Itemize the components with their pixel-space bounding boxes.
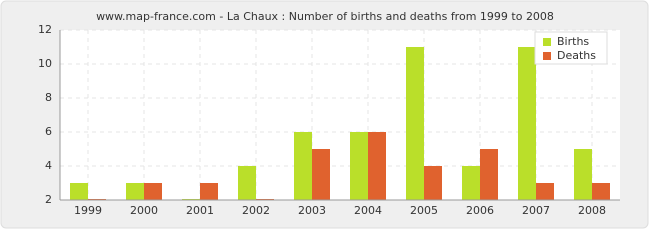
bar [200,183,218,200]
bar [70,183,88,200]
bar [312,149,330,200]
x-tick-label: 2008 [578,204,606,217]
bar [294,132,312,200]
x-tick-label: 2006 [466,204,494,217]
bar [480,149,498,200]
bar [462,166,480,200]
legend-swatch [543,38,551,46]
y-tick-label: 6 [45,125,52,138]
bar [368,132,386,200]
bar [518,47,536,200]
bar [126,183,144,200]
legend-label: Births [557,35,589,48]
x-tick-label: 1999 [74,204,102,217]
legend-swatch [543,52,551,60]
x-tick-label: 2007 [522,204,550,217]
bar [238,166,256,200]
y-tick-label: 2 [45,193,52,206]
legend-label: Deaths [557,49,596,62]
bar [424,166,442,200]
x-tick-label: 2001 [186,204,214,217]
y-tick-label: 10 [38,57,52,70]
chart-title: www.map-france.com - La Chaux : Number o… [96,10,554,23]
x-tick-label: 2004 [354,204,382,217]
y-tick-label: 8 [45,91,52,104]
bar [574,149,592,200]
page: {"chart_data": {"type": "bar", "title": … [0,0,649,229]
bar [592,183,610,200]
bar [536,183,554,200]
chart: www.map-france.com - La Chaux : Number o… [0,0,649,229]
x-tick-label: 2002 [242,204,270,217]
y-tick-label: 12 [38,23,52,36]
x-tick-label: 2005 [410,204,438,217]
y-tick-label: 4 [45,159,52,172]
bar [144,183,162,200]
bar [350,132,368,200]
x-tick-label: 2000 [130,204,158,217]
bar [406,47,424,200]
x-tick-label: 2003 [298,204,326,217]
